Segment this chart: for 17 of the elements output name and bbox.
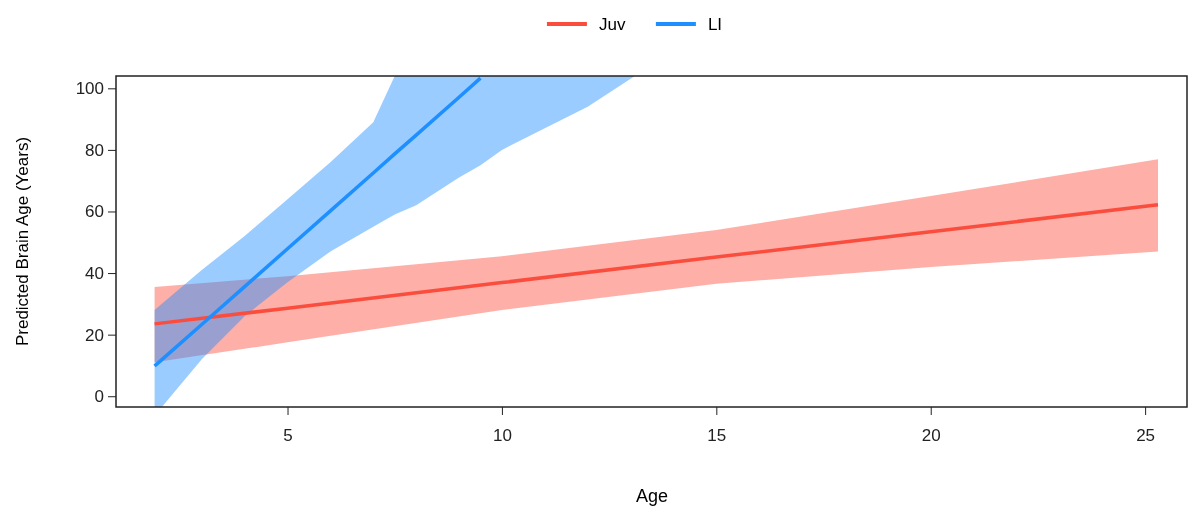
line-series xyxy=(152,76,483,368)
y-tick-label: 20 xyxy=(85,325,104,345)
y-tick-label: 60 xyxy=(85,202,104,222)
x-tick-label: 25 xyxy=(1136,426,1156,446)
line-series xyxy=(152,202,1160,326)
x-tick-label: 20 xyxy=(921,426,941,446)
y-axis-title: Predicted Brain Age (Years) xyxy=(13,136,32,347)
x-tick-label: 10 xyxy=(492,426,512,446)
y-tick-label: 0 xyxy=(94,387,104,407)
x-tick-label: 5 xyxy=(283,426,293,446)
x-tick-label: 15 xyxy=(707,426,727,446)
legend-label: Juv xyxy=(598,15,626,34)
y-tick-label: 40 xyxy=(85,264,104,283)
legend-label: LI xyxy=(707,15,723,34)
y-tick-label: 80 xyxy=(85,140,104,160)
y-tick-label: 100 xyxy=(75,79,104,99)
x-axis-title: Age xyxy=(635,486,669,506)
